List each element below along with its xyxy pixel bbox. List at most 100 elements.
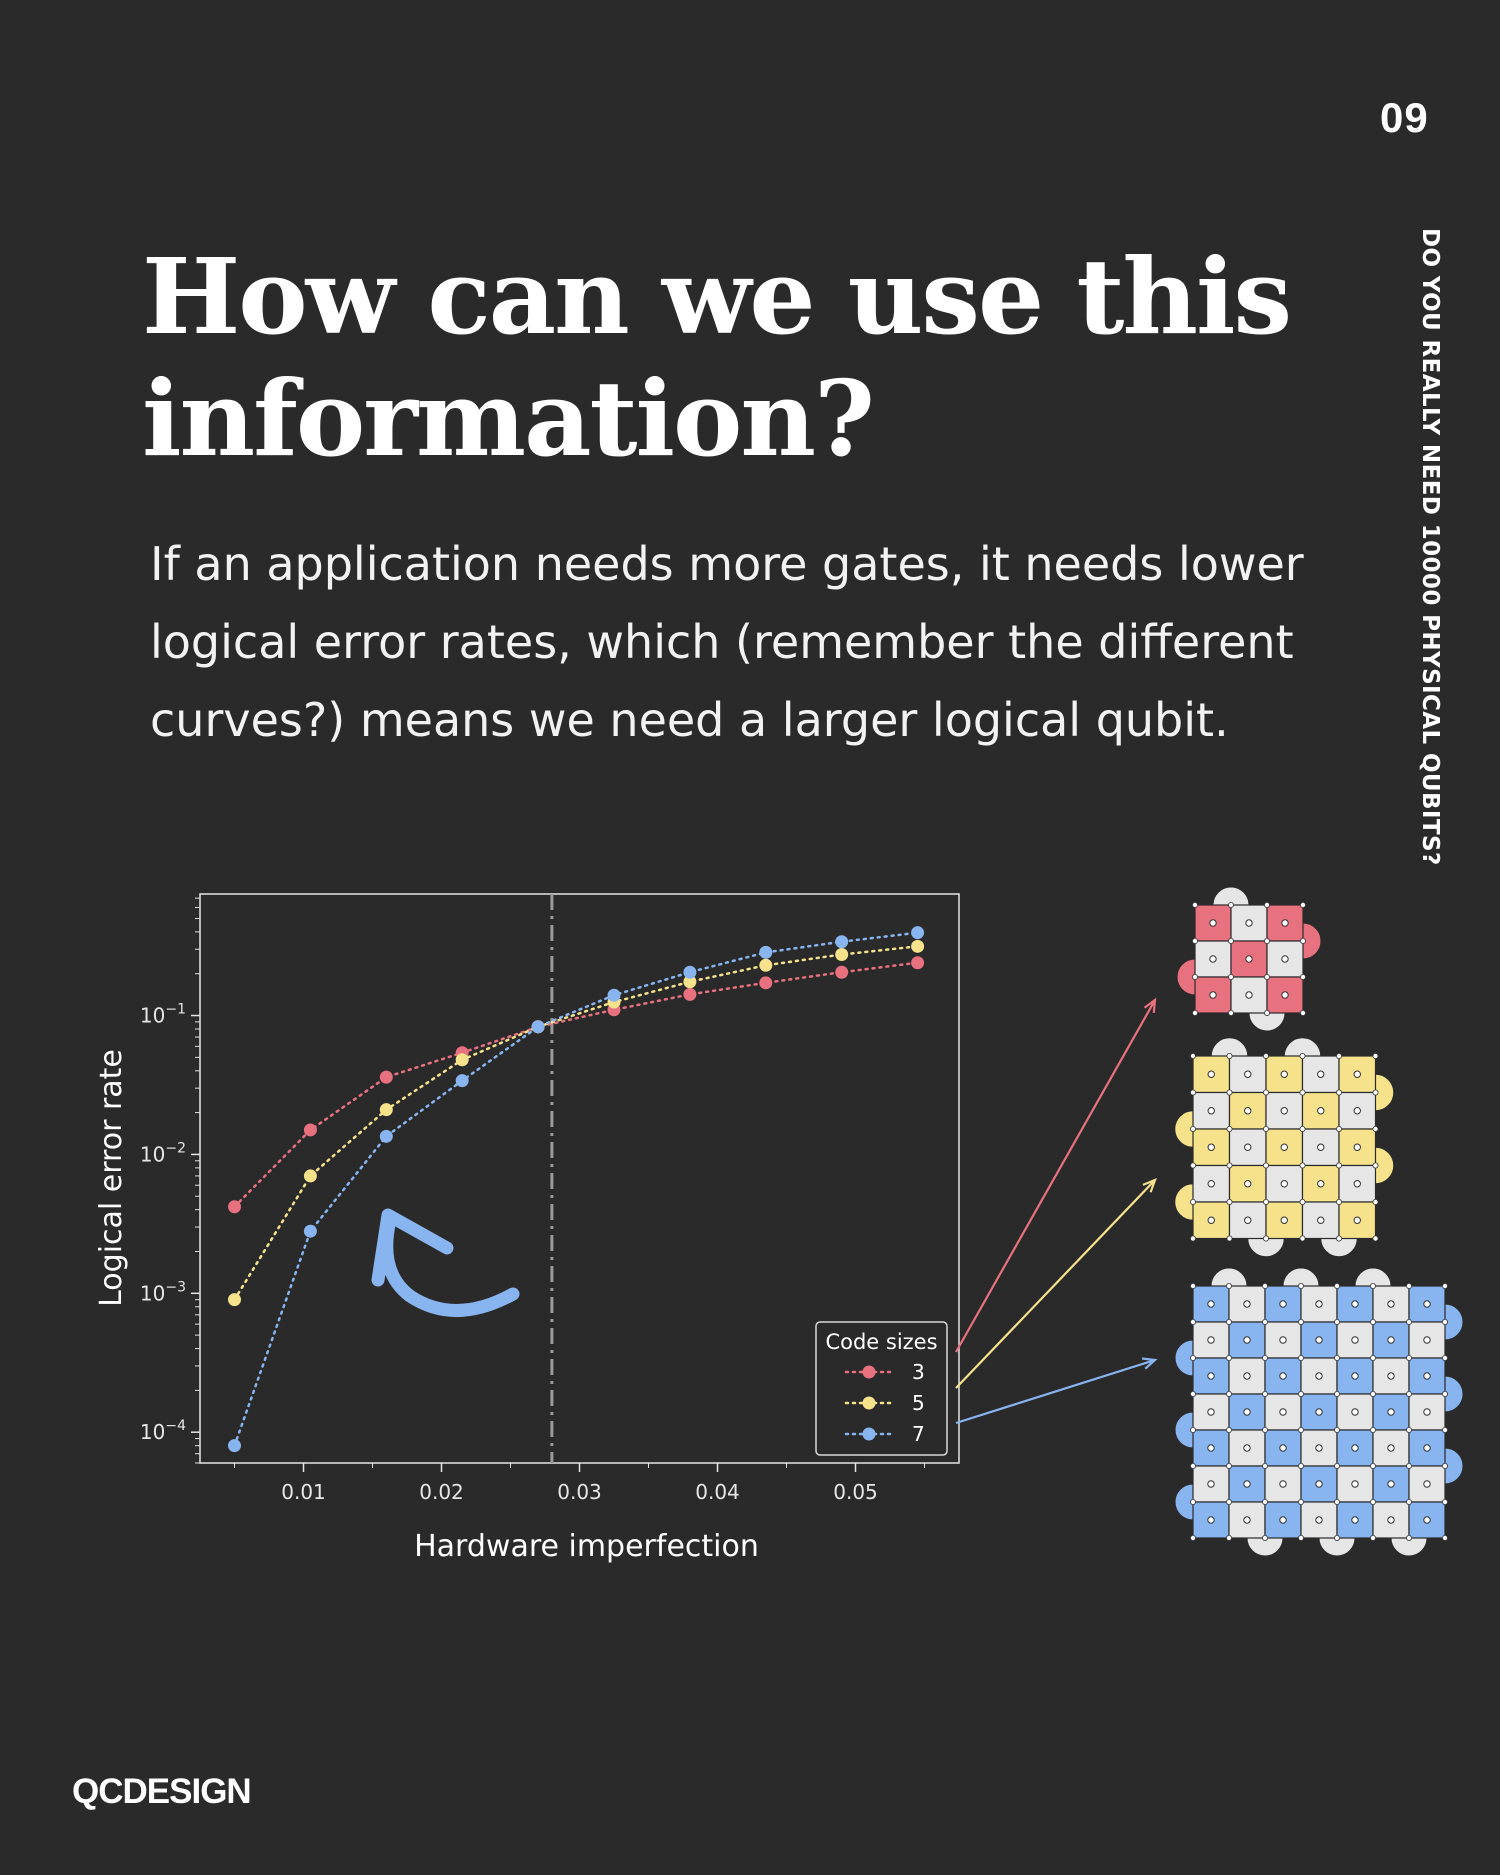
- y-tick-label: 10−3: [140, 1279, 186, 1305]
- data-qubit: [1315, 1372, 1323, 1380]
- ancilla-qubit: [1298, 1427, 1305, 1434]
- data-point-7: [228, 1439, 241, 1453]
- ancilla-qubit: [1370, 1355, 1377, 1362]
- data-point-3: [759, 976, 773, 990]
- boundary-plaquette: [1375, 1073, 1395, 1112]
- data-point-5: [683, 975, 697, 989]
- data-qubit: [1351, 1300, 1359, 1308]
- data-qubit: [1387, 1336, 1395, 1344]
- ancilla-qubit: [1370, 1535, 1377, 1542]
- ancilla-qubit: [1262, 1283, 1269, 1290]
- ancilla-qubit: [1370, 1499, 1377, 1506]
- ancilla-qubit: [1298, 1391, 1305, 1398]
- data-point-5: [835, 948, 849, 962]
- ancilla-qubit: [1190, 1391, 1197, 1398]
- data-qubit: [1245, 955, 1253, 963]
- data-qubit: [1317, 1216, 1325, 1224]
- ancilla-qubit: [1262, 1427, 1269, 1434]
- data-qubit: [1387, 1408, 1395, 1416]
- ancilla-qubit: [1190, 1283, 1197, 1290]
- data-point-7: [607, 988, 621, 1002]
- ancilla-qubit: [1262, 1499, 1269, 1506]
- data-point-5: [911, 939, 925, 953]
- boundary-plaquette: [1282, 1267, 1320, 1287]
- legend-entry: 7: [912, 1422, 925, 1446]
- data-qubit: [1353, 1180, 1361, 1188]
- data-point-7: [835, 935, 849, 949]
- ancilla-qubit: [1372, 1199, 1379, 1206]
- data-qubit: [1315, 1444, 1323, 1452]
- data-point-3: [379, 1070, 393, 1084]
- ancilla-qubit: [1228, 1010, 1235, 1017]
- data-point-3: [911, 956, 925, 970]
- series-title: DO YOU REALLY NEED 10000 PHYSICAL QUBITS…: [1417, 228, 1443, 866]
- page-number: 09: [1380, 94, 1429, 141]
- data-qubit: [1279, 1336, 1287, 1344]
- data-qubit: [1353, 1070, 1361, 1078]
- ancilla-qubit: [1372, 1235, 1379, 1242]
- legend-swatch-marker: [862, 1396, 876, 1410]
- ancilla-qubit: [1263, 1126, 1270, 1133]
- boundary-plaquette: [1210, 1037, 1249, 1057]
- plaquette: [1192, 1393, 1230, 1431]
- ancilla-qubit: [1336, 1053, 1343, 1060]
- boundary-plaquette: [1174, 1183, 1194, 1221]
- data-qubit: [1387, 1300, 1395, 1308]
- ancilla-qubit: [1299, 1089, 1306, 1096]
- data-qubit: [1351, 1336, 1359, 1344]
- data-qubit: [1209, 955, 1217, 963]
- data-qubit: [1423, 1408, 1431, 1416]
- ancilla-qubit: [1300, 1010, 1307, 1017]
- ancilla-qubit: [1372, 1162, 1379, 1169]
- data-qubit: [1315, 1300, 1323, 1308]
- boundary-plaquette: [1444, 1303, 1464, 1341]
- ancilla-qubit: [1299, 1126, 1306, 1133]
- ancilla-qubit: [1262, 1355, 1269, 1362]
- ancilla-qubit: [1263, 1053, 1270, 1060]
- data-qubit: [1245, 919, 1253, 927]
- data-qubit: [1423, 1300, 1431, 1308]
- data-point-7: [531, 1020, 545, 1034]
- ancilla-qubit: [1226, 1391, 1233, 1398]
- boundary-plaquette: [1354, 1267, 1392, 1287]
- boundary-plaquette: [1174, 1483, 1194, 1521]
- data-qubit: [1280, 1216, 1288, 1224]
- boundary-plaquette: [1390, 1537, 1428, 1557]
- data-qubit: [1353, 1107, 1361, 1115]
- ancilla-qubit: [1442, 1355, 1449, 1362]
- data-qubit: [1387, 1516, 1395, 1524]
- data-qubit: [1207, 1300, 1215, 1308]
- data-qubit: [1207, 1336, 1215, 1344]
- data-qubit: [1243, 1372, 1251, 1380]
- qcdesign-logo: QCDESIGN: [72, 1772, 252, 1811]
- data-qubit: [1351, 1516, 1359, 1524]
- boundary-plaquette: [1320, 1238, 1358, 1258]
- data-qubit: [1281, 991, 1289, 999]
- data-qubit: [1207, 1516, 1215, 1524]
- data-qubit: [1243, 1336, 1251, 1344]
- ancilla-qubit: [1263, 1199, 1270, 1206]
- ancilla-qubit: [1406, 1319, 1413, 1326]
- ancilla-qubit: [1262, 1391, 1269, 1398]
- ancilla-qubit: [1226, 1535, 1233, 1542]
- ancilla-qubit: [1300, 902, 1307, 909]
- ancilla-qubit: [1226, 1499, 1233, 1506]
- data-qubit: [1207, 1180, 1215, 1188]
- ancilla-qubit: [1336, 1162, 1343, 1169]
- data-qubit: [1244, 1180, 1252, 1188]
- data-qubit: [1351, 1372, 1359, 1380]
- ancilla-qubit: [1190, 1535, 1197, 1542]
- ancilla-qubit: [1334, 1355, 1341, 1362]
- data-qubit: [1207, 1143, 1215, 1151]
- data-qubit: [1244, 1070, 1252, 1078]
- boundary-plaquette: [1174, 1339, 1194, 1377]
- ancilla-qubit: [1228, 974, 1235, 981]
- data-qubit: [1351, 1408, 1359, 1416]
- ancilla-qubit: [1190, 1319, 1197, 1326]
- data-qubit: [1279, 1516, 1287, 1524]
- ancilla-qubit: [1370, 1391, 1377, 1398]
- boundary-plaquette: [1174, 1110, 1194, 1148]
- ancilla-qubit: [1298, 1319, 1305, 1326]
- data-qubit: [1387, 1480, 1395, 1488]
